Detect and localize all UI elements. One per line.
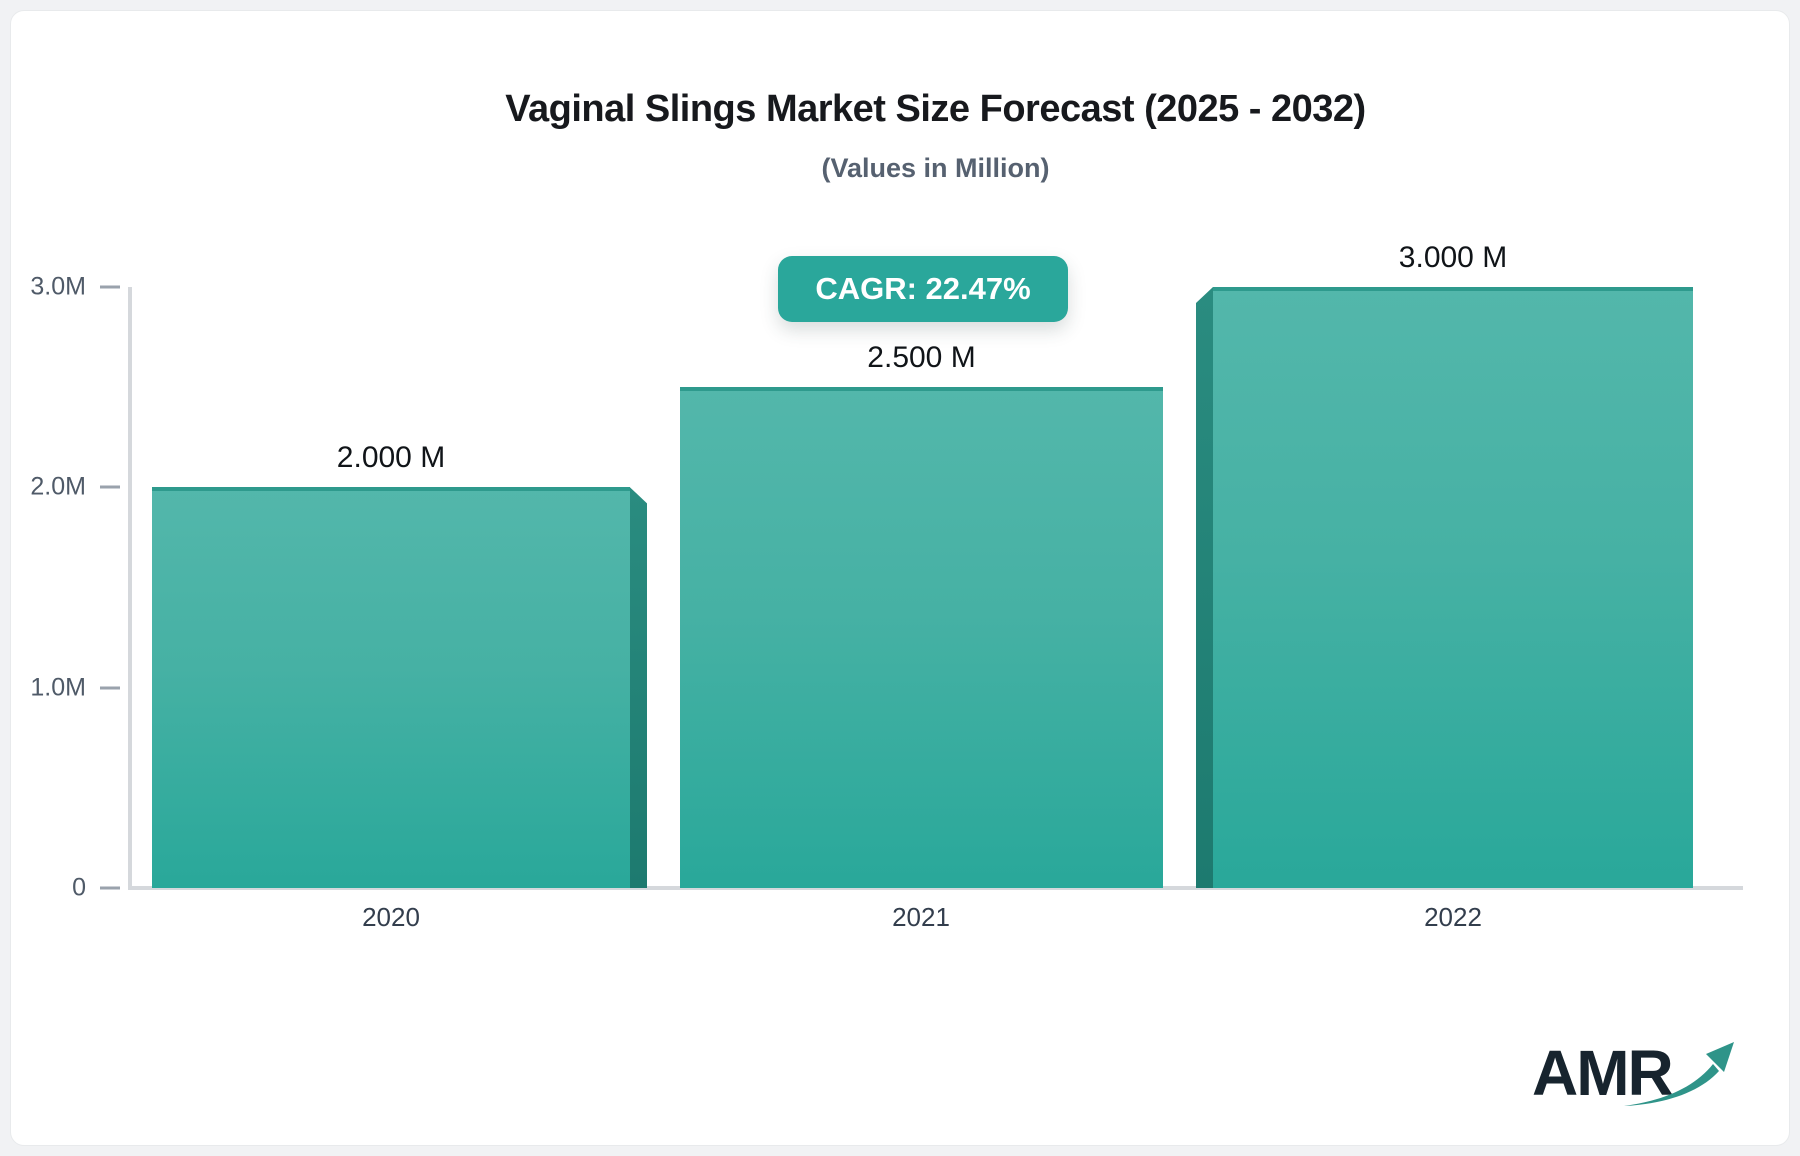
bar-value-label: 2.500 M (867, 341, 976, 375)
bar-face (1213, 287, 1693, 888)
bar-face (680, 387, 1163, 888)
y-tick-dash (100, 285, 120, 289)
y-tick-label: 3.0M (30, 272, 86, 301)
x-axis-line (128, 886, 1743, 890)
bar-value-label: 2.000 M (336, 441, 446, 475)
bar-3d-side (630, 487, 647, 888)
y-axis-line (128, 287, 132, 888)
bar-group-2022: 3.000 M (1196, 241, 1693, 888)
chart-header: Vaginal Slings Market Size Forecast (202… (128, 88, 1743, 184)
y-tick-label: 1.0M (30, 673, 86, 702)
bar-2022 (1196, 287, 1693, 888)
bar-group-2020: 2.000 M (152, 287, 647, 888)
y-tick: 2.0M (0, 472, 128, 502)
chart-subtitle: (Values in Million) (821, 153, 1050, 183)
y-tick-dash (100, 886, 120, 890)
bar-3d-side (1196, 287, 1213, 888)
growth-arrow-icon (1624, 1042, 1734, 1106)
amr-logo-text: AMR (1532, 1037, 1674, 1109)
y-tick: 1.0M (0, 673, 128, 703)
bar-2020 (152, 487, 647, 888)
bar-2021 (680, 387, 1163, 888)
x-label-2022: 2022 (1424, 902, 1482, 932)
amr-logo: AMR (1528, 1030, 1738, 1122)
bar-face (152, 487, 630, 888)
y-tick-dash (100, 485, 120, 489)
plot-area: 2.000 M 2.500 M 3.000 M (128, 241, 1743, 888)
bar-value-label: 3.000 M (1398, 241, 1508, 274)
bar-group-2021: 2.500 M (680, 287, 1163, 888)
y-tick-label: 0 (72, 873, 86, 902)
cagr-badge: CAGR: 22.47% (778, 256, 1068, 322)
y-tick-dash (100, 686, 120, 690)
y-tick-label: 2.0M (30, 472, 86, 501)
x-label-2020: 2020 (362, 902, 420, 932)
y-tick: 3.0M (0, 272, 128, 302)
chart-title: Vaginal Slings Market Size Forecast (202… (505, 88, 1366, 130)
x-label-2021: 2021 (892, 902, 950, 932)
y-tick: 0 (0, 873, 128, 903)
cagr-badge-label: CAGR: 22.47% (815, 271, 1031, 306)
